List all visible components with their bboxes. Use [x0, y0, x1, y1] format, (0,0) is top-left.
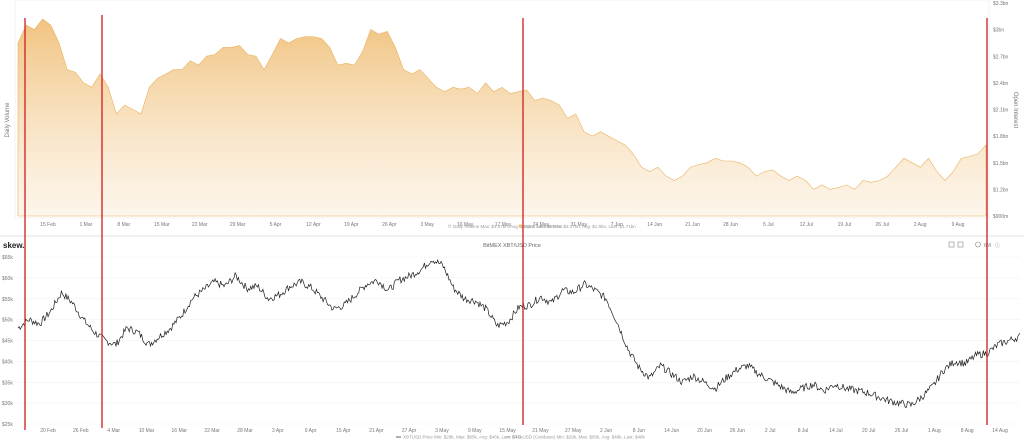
- top-x-tick-label: 29 Mar: [230, 222, 246, 228]
- price-tick-label: $65k: [2, 255, 13, 261]
- bottom-x-tick-label: 3 May: [435, 428, 449, 434]
- top-x-tick-label: 8 Mar: [117, 222, 130, 228]
- top-x-tick-label: 9 Aug: [952, 222, 965, 228]
- bottom-x-tick-label: 15 May: [499, 428, 516, 434]
- top-x-tick-label: 26 Apr: [382, 222, 397, 228]
- skew-logo: skew.: [3, 241, 25, 250]
- oi-tick-label: $1.5bn: [993, 161, 1009, 167]
- top-x-tick-label: 15 Feb: [40, 222, 56, 228]
- info-icon[interactable]: ⓘ: [995, 242, 1000, 249]
- price-tick-label: $45k: [2, 339, 13, 345]
- bottom-x-tick-label: 28 Mar: [237, 428, 253, 434]
- top-x-tick-label: 17 May: [495, 222, 512, 228]
- oi-tick-label: $3bn: [993, 28, 1004, 34]
- top-x-tick-label: 12 Apr: [306, 222, 321, 228]
- price-chart-title: BitMEX XBT/USD Price: [483, 243, 541, 249]
- bottom-x-tick-label: 16 Mar: [172, 428, 188, 434]
- bottom-x-tick-label: 15 Apr: [336, 428, 351, 434]
- bottom-x-tick-label: 22 Mar: [204, 428, 220, 434]
- bottom-x-tick-label: 26 Feb: [73, 428, 89, 434]
- bottom-x-tick-label: 14 Jul: [829, 428, 842, 434]
- price-tick-label: $60k: [2, 276, 13, 282]
- oi-tick-label: $2.7bn: [993, 54, 1009, 60]
- bottom-x-tick-label: 27 Apr: [402, 428, 417, 434]
- bottom-x-tick-label: 26 Jun: [730, 428, 745, 434]
- top-x-tick-label: 1 Mar: [80, 222, 93, 228]
- red-marker-lines: [24, 15, 988, 430]
- open-interest-axis-ticks: $3.3bn $3bn $2.7bn $2.4bn $2.1bn $1.8bn $1.5bn…: [993, 1, 1009, 220]
- open-interest-axis-title: Open Interest: [1012, 92, 1018, 129]
- oi-tick-label: $2.1bn: [993, 108, 1009, 114]
- price-tick-label: $50k: [2, 318, 13, 324]
- top-x-tick-label: 19 Apr: [344, 222, 359, 228]
- bottom-x-tick-label: 10 Mar: [139, 428, 155, 434]
- open-interest-legend: Open Interest Max: $3.17bn, Avg: $1.9bn,…: [524, 224, 636, 229]
- top-x-tick-label: 19 Jul: [838, 222, 851, 228]
- open-interest-area: [17, 18, 987, 217]
- bottom-x-tick-label: 4 Mar: [107, 428, 120, 434]
- bottom-x-tick-label: 9 Apr: [305, 428, 317, 434]
- top-x-tick-label: 26 Jul: [876, 222, 889, 228]
- oi-tick-label: $900m: [993, 214, 1008, 220]
- bottom-x-tick-label: 2 Jul: [765, 428, 776, 434]
- xbtusd-legend: XBTUSD Price Min: $29k, Max: $65k, Avg: …: [403, 435, 523, 440]
- price-tick-label: $35k: [2, 380, 13, 386]
- top-x-tick-label: 3 May: [420, 222, 434, 228]
- price-tick-label: $30k: [2, 401, 13, 407]
- bottom-x-tick-label: 1 Aug: [928, 428, 941, 434]
- price-tick-label: $25k: [2, 422, 13, 428]
- top-x-tick-label: 21 Jun: [685, 222, 700, 228]
- top-x-tick-label: 2 Aug: [914, 222, 927, 228]
- bottom-x-tick-label: 20 Feb: [40, 428, 56, 434]
- xbtusd-price-line: [17, 259, 1021, 408]
- oi-tick-label: $1.2bn: [993, 187, 1009, 193]
- top-x-axis-ticks: 15 Feb 1 Mar 8 Mar 15 Mar 22 Mar 29 Mar 5 Apr 1…: [40, 222, 964, 228]
- daily-volume-legend-swatch: [448, 224, 451, 228]
- fullscreen-icon[interactable]: [948, 241, 955, 248]
- bottom-x-tick-label: 21 May: [532, 428, 549, 434]
- bottom-x-tick-label: 3 Apr: [272, 428, 284, 434]
- bottom-x-tick-label: 26 Jul: [895, 428, 908, 434]
- daily-volume-legend: Daily Volume Max: $1.07bn, Avg: $253m, L…: [453, 224, 563, 229]
- top-x-tick-label: 14 Jun: [647, 222, 662, 228]
- top-x-tick-label: 10 May: [457, 222, 474, 228]
- price-grid: [18, 256, 1020, 425]
- top-x-tick-label: 22 Mar: [192, 222, 208, 228]
- bottom-x-tick-label: 20 Jul: [862, 428, 875, 434]
- oi-tick-label: $1.8bn: [993, 134, 1009, 140]
- open-interest-legend-swatch: [519, 224, 522, 228]
- oi-tick-label: $3.3bn: [993, 1, 1009, 7]
- bottom-x-tick-label: 21 Apr: [369, 428, 384, 434]
- settings-icon[interactable]: [975, 241, 981, 248]
- bottom-x-tick-label: 8 Jul: [798, 428, 809, 434]
- oi-tick-label: $2.4bn: [993, 81, 1009, 87]
- top-x-tick-label: 5 Jul: [763, 222, 774, 228]
- price-axis-ticks: $65k $60k $55k $50k $45k $40k $35k $30k $25k: [2, 255, 13, 428]
- bottom-x-tick-label: 14 Jun: [664, 428, 679, 434]
- bottom-x-tick-label: 20 Jun: [697, 428, 712, 434]
- copy-icon[interactable]: [957, 241, 964, 248]
- top-x-tick-label: 28 Jun: [723, 222, 738, 228]
- top-x-tick-label: 31 May: [571, 222, 588, 228]
- top-x-tick-label: 7 Jun: [611, 222, 623, 228]
- price-tick-label: $55k: [2, 297, 13, 303]
- bottom-x-tick-label: 8 Jun: [633, 428, 645, 434]
- chart-toolbar: 6M ⓘ: [948, 241, 1000, 249]
- bottom-x-tick-label: 27 May: [565, 428, 582, 434]
- daily-volume-axis-title: Daily Volume: [5, 102, 11, 138]
- top-x-tick-label: 15 Mar: [154, 222, 170, 228]
- bottom-x-tick-label: 14 Aug: [992, 428, 1008, 434]
- coinbase-legend: BTC-USD (Coinbase) Min: $29k, Max: $65k,…: [512, 435, 645, 440]
- bottom-x-tick-label: 9 May: [468, 428, 482, 434]
- top-x-tick-label: 24 May: [533, 222, 550, 228]
- bottom-x-tick-label: 2 Jun: [600, 428, 612, 434]
- price-tick-label: $40k: [2, 359, 13, 365]
- bottom-x-tick-label: 8 Aug: [961, 428, 974, 434]
- top-x-tick-label: 5 Apr: [270, 222, 282, 228]
- bottom-x-axis-ticks: 20 Feb 26 Feb 4 Mar 10 Mar 16 Mar 22 Mar 28 Ma…: [40, 428, 1008, 434]
- top-x-tick-label: 12 Jul: [800, 222, 813, 228]
